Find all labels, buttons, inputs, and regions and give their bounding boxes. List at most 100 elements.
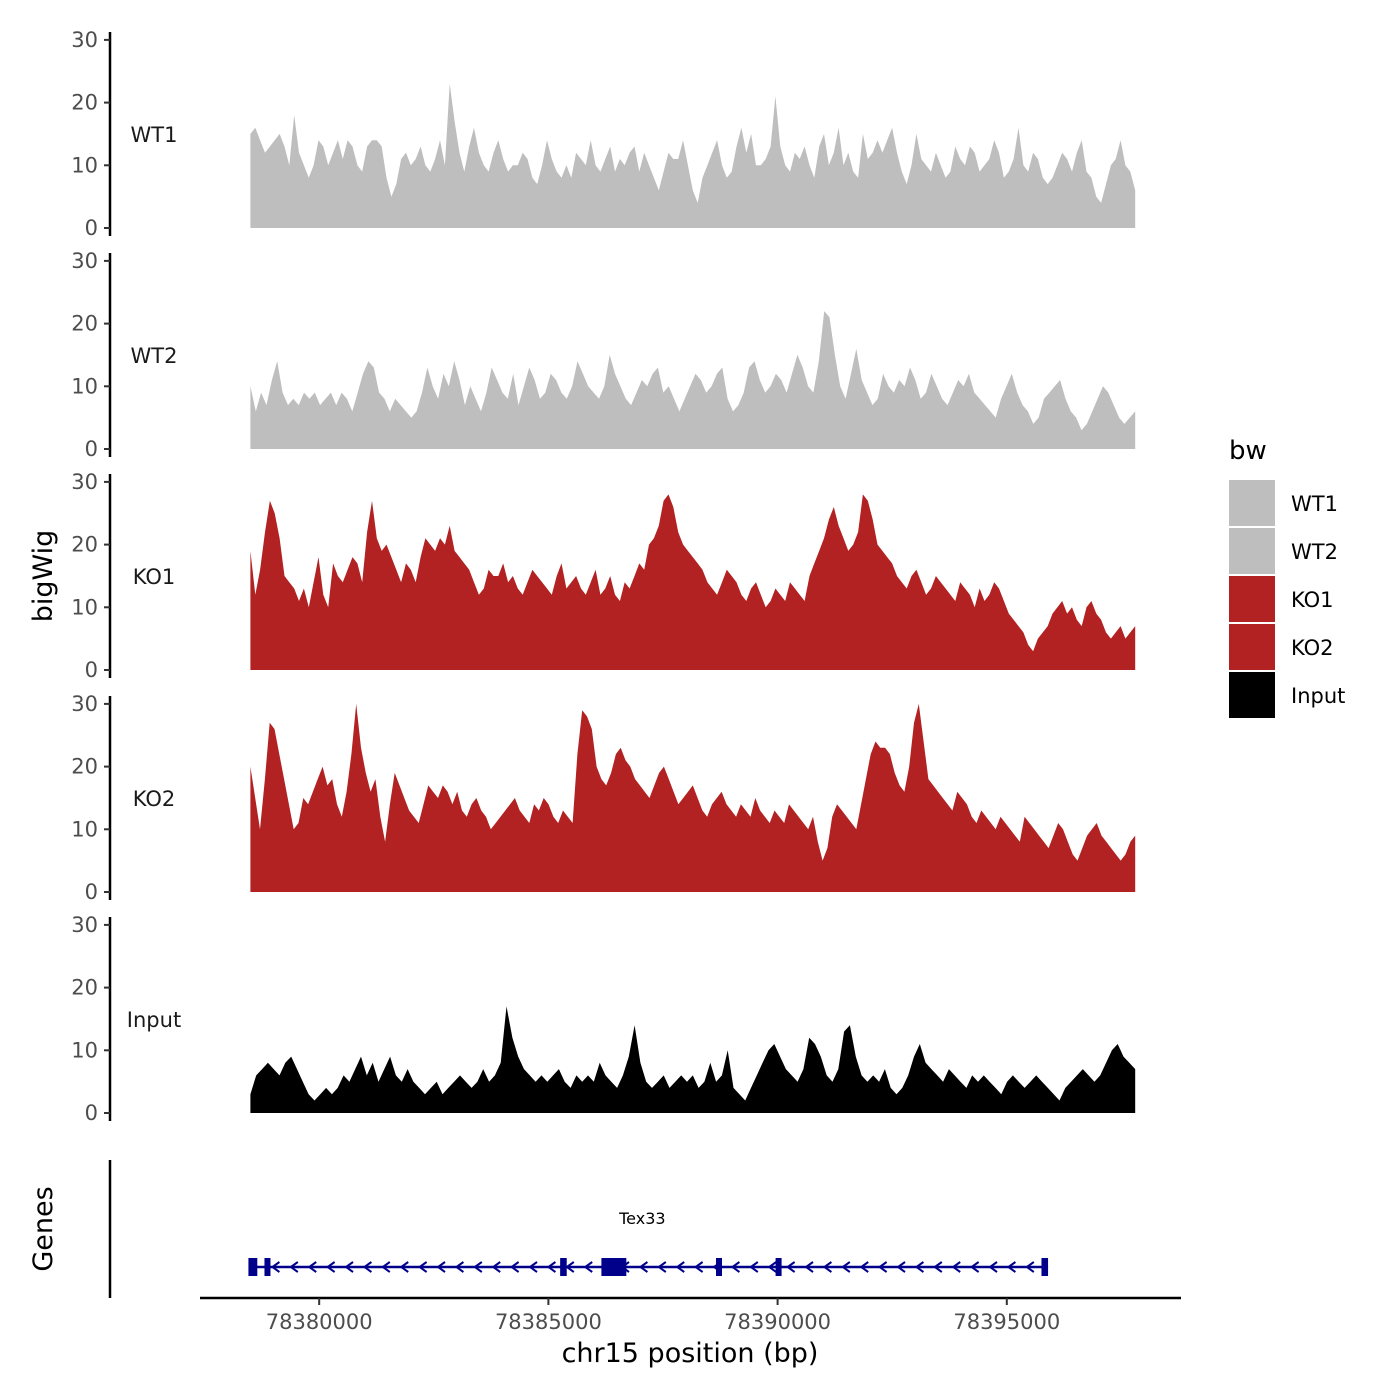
track-ko1: 0 10 20 30 KO1: [71, 470, 1136, 682]
gene-exon: [264, 1258, 271, 1276]
strand-arrow: [436, 1261, 446, 1273]
x-tick-label: 78395000: [953, 1310, 1060, 1334]
strand-arrow: [381, 1261, 391, 1273]
x-tick-label: 78385000: [495, 1310, 602, 1334]
track-wt1: 0 10 20 30 WT1: [71, 28, 1136, 240]
y-tick-label: 10: [71, 595, 98, 619]
strand-arrow: [638, 1261, 649, 1273]
y-tick-label: 20: [71, 533, 98, 557]
strand-arrow: [1025, 1261, 1035, 1273]
strand-arrow: [841, 1261, 851, 1273]
strand-arrow: [565, 1261, 575, 1273]
y-tick-label: 10: [71, 817, 98, 841]
strand-arrow: [509, 1261, 520, 1273]
y-tick-label: 0: [85, 658, 98, 682]
gene-exon: [775, 1258, 782, 1276]
strand-arrow: [491, 1261, 501, 1273]
y-tick-label: 30: [71, 913, 98, 937]
legend-label-wt1: WT1: [1291, 492, 1338, 516]
x-axis-title: chr15 position (bp): [562, 1338, 819, 1369]
y-tick-label: 0: [85, 216, 98, 240]
strand-arrow: [822, 1261, 833, 1273]
legend-key-input: [1229, 672, 1275, 718]
y-tick-label: 0: [85, 1101, 98, 1125]
strand-arrow: [289, 1261, 299, 1273]
legend-key-wt1: [1229, 480, 1275, 526]
signal-area-wt1: [250, 83, 1136, 228]
strand-arrow: [859, 1261, 869, 1273]
strand-arrow: [988, 1261, 998, 1273]
gene-track: Tex33: [108, 1160, 1049, 1298]
y-tick-label: 10: [71, 153, 98, 177]
gene-exon: [601, 1258, 627, 1276]
gene-exon: [716, 1258, 723, 1276]
y-tick-label: 0: [85, 880, 98, 904]
signal-area-input: [250, 1006, 1136, 1113]
strand-arrow: [969, 1261, 980, 1273]
legend-key-wt2: [1229, 528, 1275, 574]
y-tick-label: 20: [71, 91, 98, 115]
strand-arrow: [307, 1261, 317, 1273]
strand-arrow: [528, 1261, 538, 1273]
legend-label-ko2: KO2: [1291, 636, 1334, 660]
y-tick-label: 10: [71, 1038, 98, 1062]
signal-area-ko1: [250, 494, 1136, 670]
signal-area-wt2: [250, 311, 1136, 449]
legend: bw WT1 WT2 KO1 KO2 Input: [1229, 436, 1345, 718]
x-axis: 78380000 78385000 78390000 78395000: [200, 1296, 1181, 1334]
y-tick-label: 0: [85, 437, 98, 461]
strand-arrow: [325, 1261, 336, 1273]
legend-label-wt2: WT2: [1291, 540, 1338, 564]
y-tick-label: 30: [71, 28, 98, 52]
strand-arrow: [730, 1261, 741, 1273]
track-label-wt1: WT1: [131, 123, 178, 147]
track-label-ko1: KO1: [133, 565, 176, 589]
strand-arrow: [785, 1261, 796, 1273]
strand-arrow: [933, 1261, 943, 1273]
strand-arrow: [270, 1261, 281, 1273]
y-tick-label: 30: [71, 692, 98, 716]
strand-arrow: [675, 1261, 685, 1273]
strand-arrow: [546, 1261, 557, 1273]
genes-axis-title: Genes: [28, 1186, 59, 1271]
strand-arrow: [877, 1261, 888, 1273]
track-label-input: Input: [127, 1008, 181, 1032]
gene-exon: [248, 1258, 258, 1276]
strand-arrow: [583, 1261, 593, 1273]
track-ko2: 0 10 20 30 KO2: [71, 692, 1136, 904]
legend-label-ko1: KO1: [1291, 588, 1334, 612]
legend-key-ko2: [1229, 624, 1275, 670]
gene-exon: [1041, 1258, 1049, 1276]
y-tick-label: 30: [71, 470, 98, 494]
strand-arrow: [693, 1261, 704, 1273]
y-axis-title: bigWig: [28, 530, 59, 623]
strand-arrow: [1006, 1261, 1017, 1273]
strand-arrow: [399, 1261, 409, 1273]
strand-arrow: [473, 1261, 483, 1273]
y-tick-label: 20: [71, 312, 98, 336]
legend-label-input: Input: [1291, 684, 1345, 708]
x-tick-label: 78380000: [266, 1310, 373, 1334]
signal-area-ko2: [250, 703, 1136, 892]
legend-title: bw: [1229, 436, 1267, 466]
track-input: 0 10 20 30 Input: [71, 913, 1136, 1125]
y-tick-label: 30: [71, 249, 98, 273]
strand-arrow: [344, 1261, 354, 1273]
y-tick-label: 10: [71, 374, 98, 398]
gene-exon: [560, 1258, 567, 1276]
strand-arrow: [804, 1261, 814, 1273]
strand-arrow: [362, 1261, 373, 1273]
legend-key-ko1: [1229, 576, 1275, 622]
track-label-wt2: WT2: [131, 344, 178, 368]
bigwig-tracks: 0 10 20 30 WT1 0 10 20 30 WT2 0 10 20 30 KO1 0 10 20 30 KO2…: [71, 28, 1136, 1125]
x-tick-label: 78390000: [724, 1310, 831, 1334]
track-wt2: 0 10 20 30 WT2: [71, 249, 1136, 461]
strand-arrow: [896, 1261, 906, 1273]
strand-arrow: [749, 1261, 759, 1273]
strand-arrow: [914, 1261, 925, 1273]
gene-name: Tex33: [618, 1209, 665, 1228]
strand-arrow: [951, 1261, 961, 1273]
track-label-ko2: KO2: [133, 787, 176, 811]
strand-arrow: [417, 1261, 428, 1273]
